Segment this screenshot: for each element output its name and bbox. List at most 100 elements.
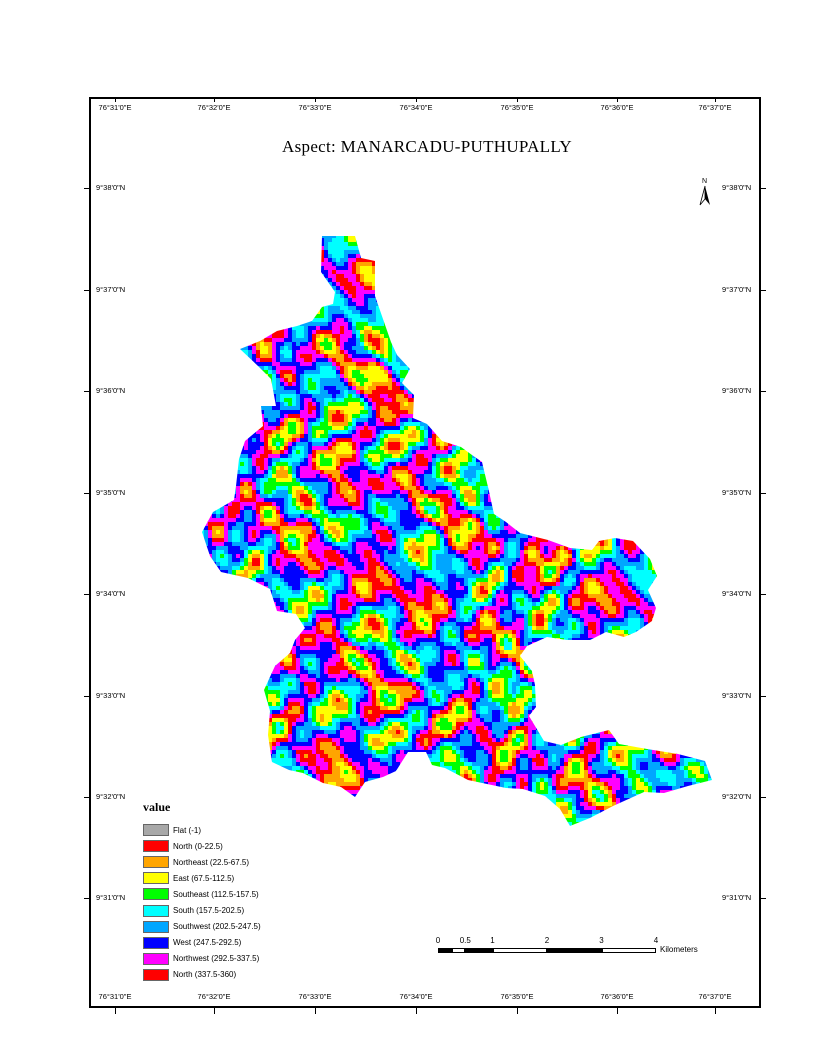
aspect-cell [340, 354, 344, 358]
aspect-cell [660, 310, 664, 314]
aspect-cell [484, 246, 488, 250]
aspect-cell [260, 326, 264, 330]
aspect-cell [340, 346, 344, 350]
aspect-cell [268, 242, 272, 246]
aspect-cell [460, 354, 464, 358]
aspect-cell [280, 290, 284, 294]
aspect-cell [544, 322, 548, 326]
aspect-cell [320, 342, 324, 346]
aspect-cell [216, 246, 220, 250]
aspect-cell [316, 334, 320, 338]
aspect-cell [244, 236, 248, 238]
aspect-cell [692, 366, 696, 370]
aspect-cell [228, 302, 232, 306]
aspect-cell [452, 270, 456, 274]
aspect-cell [624, 342, 628, 346]
aspect-cell [616, 278, 620, 282]
aspect-cell [508, 282, 512, 286]
aspect-cell [348, 230, 352, 234]
aspect-cell [412, 274, 416, 278]
aspect-cell [228, 366, 232, 370]
aspect-cell [660, 266, 664, 270]
aspect-cell [652, 254, 656, 258]
aspect-cell [700, 298, 704, 302]
aspect-cell [692, 346, 696, 350]
aspect-cell [508, 346, 512, 350]
aspect-cell [516, 346, 520, 350]
aspect-cell [252, 338, 256, 342]
aspect-cell [244, 278, 248, 282]
aspect-cell [320, 362, 324, 366]
aspect-cell [288, 346, 292, 350]
aspect-cell [580, 378, 584, 382]
aspect-cell [476, 236, 480, 238]
aspect-cell [202, 322, 204, 326]
aspect-cell [312, 314, 316, 318]
aspect-cell [348, 258, 352, 262]
aspect-cell [712, 266, 716, 270]
aspect-cell [508, 334, 512, 338]
aspect-cell [664, 230, 668, 234]
aspect-cell [312, 378, 316, 382]
aspect-cell [444, 278, 448, 282]
aspect-cell [636, 350, 640, 354]
aspect-cell [464, 258, 468, 262]
aspect-cell [540, 266, 544, 270]
aspect-cell [264, 358, 268, 362]
aspect-cell [384, 374, 388, 378]
aspect-cell [280, 246, 284, 250]
aspect-cell [272, 322, 276, 326]
aspect-cell [416, 322, 420, 326]
aspect-cell [624, 274, 628, 278]
aspect-cell [704, 326, 708, 330]
aspect-cell [196, 262, 200, 266]
aspect-cell [320, 290, 324, 294]
aspect-cell [340, 242, 344, 246]
aspect-cell [540, 242, 544, 246]
aspect-cell [296, 358, 300, 362]
aspect-cell [416, 270, 420, 274]
aspect-cell [604, 314, 608, 318]
aspect-cell [448, 270, 452, 274]
aspect-cell [452, 278, 456, 282]
aspect-cell [212, 290, 216, 294]
aspect-cell [296, 262, 300, 266]
aspect-cell [316, 370, 320, 374]
aspect-cell [648, 238, 652, 242]
aspect-cell [692, 330, 696, 334]
aspect-cell [364, 258, 368, 262]
longitude-tick-top [517, 97, 518, 102]
aspect-cell [412, 366, 416, 370]
aspect-cell [396, 354, 400, 358]
aspect-cell [464, 374, 468, 378]
aspect-cell [208, 290, 212, 294]
aspect-cell [248, 318, 252, 322]
aspect-cell [272, 362, 276, 366]
aspect-cell [596, 230, 600, 234]
aspect-cell [268, 266, 272, 270]
aspect-cell [688, 318, 692, 322]
aspect-cell [232, 262, 236, 266]
aspect-cell [660, 366, 664, 370]
aspect-cell [460, 282, 464, 286]
aspect-cell [264, 338, 268, 342]
aspect-cell [484, 290, 488, 294]
aspect-cell [592, 326, 596, 330]
aspect-cell [688, 238, 692, 242]
aspect-cell [380, 270, 384, 274]
longitude-label-bottom: 76°33'0"E [298, 992, 332, 1001]
aspect-cell [680, 246, 684, 250]
aspect-cell [248, 274, 252, 278]
aspect-cell [348, 330, 352, 334]
aspect-cell [524, 366, 528, 370]
aspect-cell [540, 330, 544, 334]
aspect-cell [580, 238, 584, 242]
aspect-cell [432, 334, 436, 338]
aspect-cell [600, 378, 604, 382]
aspect-cell [704, 306, 708, 310]
aspect-cell [272, 358, 276, 362]
aspect-cell [312, 270, 316, 274]
aspect-cell [532, 258, 536, 262]
aspect-cell [488, 350, 492, 354]
aspect-cell [432, 230, 436, 234]
